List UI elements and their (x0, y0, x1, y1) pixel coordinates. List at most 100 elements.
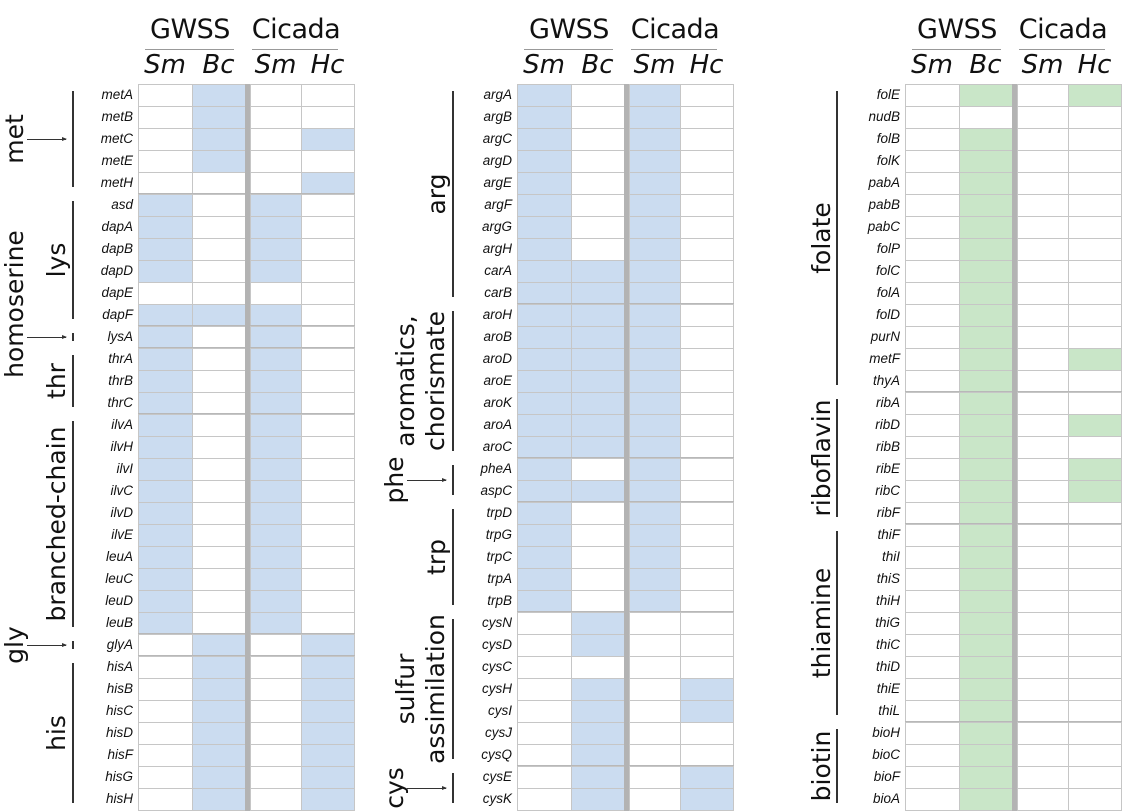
cell-cysN-hc (680, 612, 734, 635)
gene-label: trpA (487, 571, 512, 586)
gene-label: trpB (487, 593, 512, 608)
cell-ribF-hc (1068, 502, 1122, 525)
gene-label: hisA (106, 659, 133, 674)
cell-argH-sm (629, 238, 681, 261)
cell-hisG-sm (250, 766, 302, 789)
group-label-line: gly (0, 626, 29, 664)
gene-label: nudB (868, 109, 900, 124)
cell-cysH-bc (571, 678, 625, 701)
cell-aroB-hc (680, 326, 734, 349)
cell-purN-hc (1068, 326, 1122, 349)
gene-label: ilvD (110, 505, 134, 520)
gene-label: cysC (482, 659, 512, 674)
cell-aroK-hc (680, 392, 734, 415)
cell-argE-sm (517, 172, 572, 195)
cell-cysJ-bc (571, 722, 625, 745)
cell-aspC-sm (517, 480, 572, 503)
cell-metA-hc (301, 84, 355, 107)
cell-cysI-bc (571, 700, 625, 723)
cell-pabA-bc (959, 172, 1013, 195)
cell-folA-sm (1017, 282, 1069, 305)
cell-dapF-sm (250, 304, 302, 327)
cell-pabA-sm (905, 172, 960, 195)
cell-aroE-bc (571, 370, 625, 393)
cell-thrB-sm (250, 370, 302, 393)
cell-leuC-hc (301, 568, 355, 591)
group-bracket (836, 531, 838, 715)
gene-label: metC (100, 131, 133, 146)
gene-label: argG (481, 219, 512, 234)
cell-nudB-bc (959, 106, 1013, 129)
cell-trpG-hc (680, 524, 734, 547)
cell-ilvD-bc (192, 502, 246, 525)
cell-thiL-sm (1017, 700, 1069, 723)
gene-label: thyA (872, 373, 900, 388)
cell-argE-sm (629, 172, 681, 195)
group-bracket (72, 333, 74, 341)
cell-metA-sm (250, 84, 302, 107)
cell-ilvC-hc (301, 480, 355, 503)
cell-nudB-sm (905, 106, 960, 129)
cell-ribA-hc (1068, 392, 1122, 415)
cell-ribD-bc (959, 414, 1013, 437)
gene-label: bioA (872, 791, 900, 806)
cell-metA-bc (192, 84, 246, 107)
cell-aroH-bc (571, 304, 625, 327)
group-label-line: riboflavin (807, 399, 836, 517)
gene-label: thiE (876, 681, 900, 696)
group-label-line: chorismate (421, 311, 450, 451)
cell-metE-hc (301, 150, 355, 173)
cell-folE-sm (905, 84, 960, 107)
group-label-line: arg (422, 173, 451, 215)
cell-ilvD-sm (138, 502, 193, 525)
cell-aroH-hc (680, 304, 734, 327)
cell-ribE-hc (1068, 458, 1122, 481)
cell-thiD-hc (1068, 656, 1122, 679)
group-label-aromatics-chorismate: aromatics, chorismate (391, 311, 451, 451)
cell-purN-bc (959, 326, 1013, 349)
cell-hisF-hc (301, 744, 355, 767)
cell-metF-hc (1068, 348, 1122, 371)
cell-thyA-hc (1068, 370, 1122, 393)
cell-aroK-bc (571, 392, 625, 415)
cell-argD-sm (517, 150, 572, 173)
header-gwss: GWSS (150, 14, 230, 45)
column-header-hc: Hc (310, 50, 345, 80)
cell-glyA-hc (301, 634, 355, 657)
cell-cysE-bc (571, 766, 625, 789)
gene-label: cysH (482, 681, 512, 696)
cell-ilvH-bc (192, 436, 246, 459)
cell-ribC-sm (1017, 480, 1069, 503)
pointer-arrow (407, 786, 447, 790)
cell-argH-hc (680, 238, 734, 261)
cell-aroD-sm (629, 348, 681, 371)
cell-dapE-sm (138, 282, 193, 305)
cell-hisB-sm (138, 678, 193, 701)
cell-trpG-bc (571, 524, 625, 547)
gene-label: argA (483, 87, 512, 102)
gene-label: leuA (105, 549, 133, 564)
cell-asd-bc (192, 194, 246, 217)
cell-ilvD-hc (301, 502, 355, 525)
cell-trpD-sm (629, 502, 681, 525)
gene-label: leuD (105, 593, 133, 608)
cell-folC-sm (1017, 260, 1069, 283)
cell-ribC-hc (1068, 480, 1122, 503)
cell-carA-sm (517, 260, 572, 283)
cell-cysJ-sm (517, 722, 572, 745)
cell-aroE-sm (517, 370, 572, 393)
pointer-arrow (27, 335, 67, 339)
gene-label: thiH (875, 593, 900, 608)
gene-label: ribC (875, 483, 900, 498)
cell-cysQ-sm (629, 744, 681, 767)
cell-cysK-sm (629, 788, 681, 811)
cell-thiL-sm (905, 700, 960, 723)
cell-aroB-bc (571, 326, 625, 349)
gene-label: ilvA (111, 417, 133, 432)
group-label-line: aromatics, (391, 315, 420, 447)
header-gwss: GWSS (529, 14, 609, 45)
cell-ilvI-bc (192, 458, 246, 481)
cell-aroH-sm (629, 304, 681, 327)
cell-dapB-sm (138, 238, 193, 261)
gene-label: thrB (108, 373, 133, 388)
